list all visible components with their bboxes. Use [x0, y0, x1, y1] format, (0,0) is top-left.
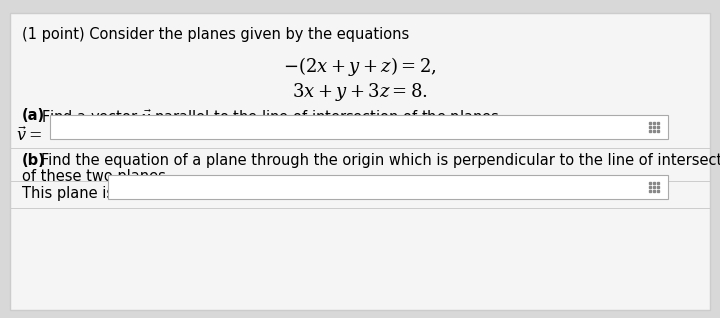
FancyBboxPatch shape — [10, 13, 710, 310]
Text: Find a vector $\vec{v}$ parallel to the line of intersection of the planes.: Find a vector $\vec{v}$ parallel to the … — [41, 108, 503, 128]
Text: $3x+y+3z = 8.$: $3x+y+3z = 8.$ — [292, 81, 428, 103]
Text: Find the equation of a plane through the origin which is perpendicular to the li: Find the equation of a plane through the… — [41, 153, 720, 168]
Text: This plane is: This plane is — [22, 186, 114, 201]
Text: of these two planes.: of these two planes. — [22, 169, 171, 184]
Text: (b): (b) — [22, 153, 46, 168]
Text: (a): (a) — [22, 108, 45, 123]
FancyBboxPatch shape — [108, 175, 668, 199]
Text: (1 point) Consider the planes given by the equations: (1 point) Consider the planes given by t… — [22, 27, 409, 42]
Text: $\vec{v}=$: $\vec{v}=$ — [16, 126, 42, 144]
FancyBboxPatch shape — [50, 115, 668, 139]
Text: $-(2x+y+z) = 2,$: $-(2x+y+z) = 2,$ — [283, 55, 437, 78]
